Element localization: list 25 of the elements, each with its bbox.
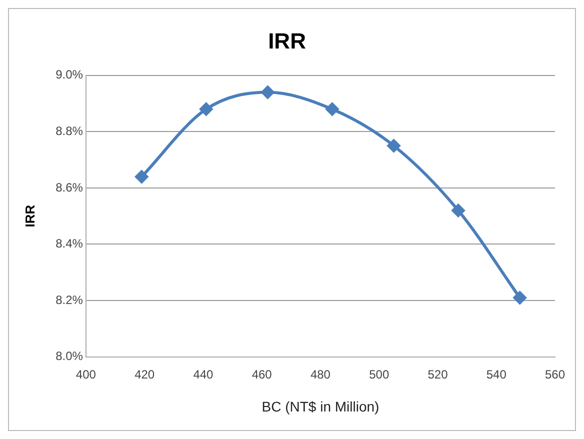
y-tick-label: 8.6% bbox=[56, 180, 84, 194]
y-tick-label: 9.0% bbox=[56, 68, 84, 82]
y-tick-label: 8.4% bbox=[56, 236, 84, 251]
x-tick-label: 520 bbox=[428, 367, 448, 382]
point bbox=[326, 102, 339, 116]
x-tick-label: 420 bbox=[134, 367, 155, 382]
x-tick-label: 500 bbox=[369, 367, 390, 382]
y-axis-title: IRR bbox=[22, 204, 38, 228]
y-tick-label: 8.2% bbox=[56, 292, 84, 307]
x-tick-label: 440 bbox=[193, 367, 214, 382]
x-tick-label: 400 bbox=[76, 367, 96, 382]
y-tick-label: 8.0% bbox=[56, 349, 84, 364]
x-tick-label: 560 bbox=[544, 367, 566, 382]
x-tick-label: 460 bbox=[252, 367, 272, 382]
point bbox=[387, 139, 400, 152]
x-tick-label: 480 bbox=[310, 367, 331, 382]
point bbox=[200, 102, 213, 116]
point bbox=[452, 204, 465, 217]
x-tick-label: 540 bbox=[486, 367, 507, 382]
x-axis-title: BC (NT$ in Million) bbox=[262, 398, 380, 414]
point bbox=[513, 291, 526, 304]
point bbox=[135, 170, 148, 184]
chart-title: IRR bbox=[268, 28, 306, 54]
point bbox=[261, 86, 274, 99]
y-tick-label: 8.8% bbox=[56, 124, 84, 138]
